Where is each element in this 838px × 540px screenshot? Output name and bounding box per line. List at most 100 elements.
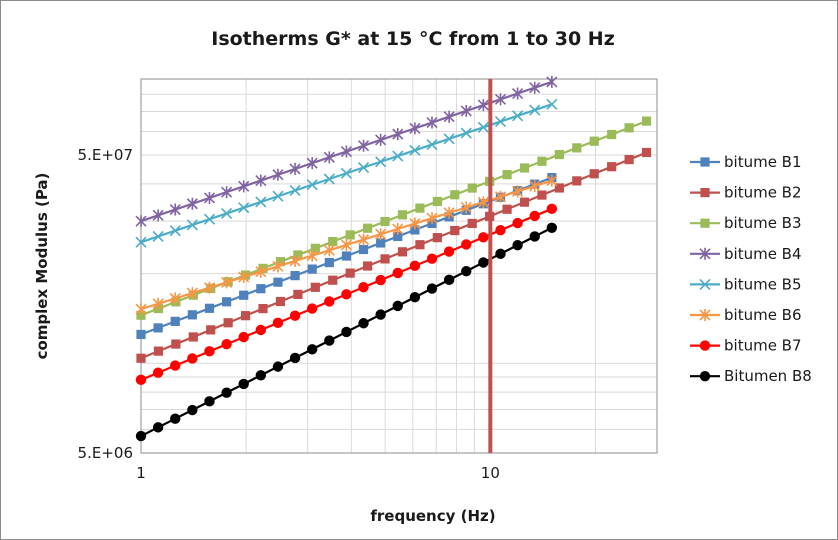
data-point bbox=[153, 323, 163, 333]
data-point bbox=[467, 218, 477, 229]
data-point bbox=[699, 340, 711, 351]
data-point bbox=[426, 116, 438, 129]
data-point bbox=[221, 207, 233, 220]
data-point bbox=[415, 203, 425, 213]
data-point bbox=[186, 197, 198, 210]
data-point bbox=[443, 110, 455, 123]
data-point bbox=[380, 254, 390, 264]
data-point bbox=[624, 123, 634, 133]
tick-labels: 1 10 5.E+06 5.E+07 bbox=[78, 146, 500, 482]
data-point bbox=[392, 267, 403, 279]
legend-item: bitume B6 bbox=[690, 306, 802, 324]
data-point bbox=[519, 197, 530, 207]
legend-label: Bitumen B8 bbox=[724, 367, 812, 385]
data-point bbox=[341, 326, 352, 338]
data-point bbox=[363, 223, 373, 233]
data-point bbox=[203, 213, 216, 225]
data-point bbox=[494, 115, 507, 128]
data-point bbox=[135, 430, 147, 442]
data-point bbox=[169, 292, 181, 305]
data-point bbox=[204, 396, 215, 407]
data-point bbox=[272, 361, 284, 372]
data-point bbox=[477, 99, 489, 112]
data-point bbox=[171, 339, 181, 349]
data-point bbox=[289, 310, 301, 321]
data-point bbox=[223, 318, 233, 328]
data-point bbox=[529, 180, 541, 193]
data-point bbox=[203, 191, 216, 204]
data-point bbox=[443, 246, 455, 257]
data-point bbox=[607, 162, 617, 172]
series-bitume-b7 bbox=[135, 203, 558, 386]
data-point bbox=[357, 161, 370, 174]
data-point bbox=[340, 238, 352, 251]
data-point bbox=[357, 233, 370, 246]
y-tick-label: 5.E+06 bbox=[78, 444, 133, 462]
data-point bbox=[255, 174, 267, 187]
data-point bbox=[170, 316, 180, 326]
data-point bbox=[392, 128, 404, 141]
data-point bbox=[240, 311, 251, 321]
data-point bbox=[512, 185, 524, 198]
data-point bbox=[700, 157, 710, 167]
data-point bbox=[136, 353, 146, 363]
data-point bbox=[529, 104, 541, 116]
data-point bbox=[275, 257, 286, 267]
data-point bbox=[467, 183, 477, 193]
data-point bbox=[153, 346, 164, 356]
data-point bbox=[502, 170, 512, 180]
data-point bbox=[380, 216, 390, 227]
data-point bbox=[255, 370, 267, 381]
data-point bbox=[136, 310, 146, 320]
data-point bbox=[306, 179, 318, 191]
data-point bbox=[426, 138, 438, 151]
data-point bbox=[375, 133, 387, 146]
data-point bbox=[375, 228, 387, 241]
data-point bbox=[204, 303, 215, 313]
data-point bbox=[443, 274, 455, 286]
data-point bbox=[187, 404, 198, 416]
data-point bbox=[273, 277, 283, 287]
data-point bbox=[450, 225, 460, 236]
data-point bbox=[460, 201, 472, 214]
data-point bbox=[375, 156, 387, 168]
data-point bbox=[152, 367, 164, 378]
data-point bbox=[238, 331, 249, 343]
data-point bbox=[512, 110, 524, 122]
data-point bbox=[461, 265, 472, 277]
series-bitume-b2 bbox=[136, 147, 652, 363]
y-tick-label: 5.E+07 bbox=[78, 146, 133, 164]
data-point bbox=[152, 230, 164, 243]
data-point bbox=[169, 203, 181, 216]
x-tick-label: 1 bbox=[136, 464, 146, 482]
data-point bbox=[512, 87, 524, 100]
data-point bbox=[152, 297, 164, 310]
data-point bbox=[341, 251, 352, 261]
data-point bbox=[187, 310, 197, 320]
data-point bbox=[589, 169, 599, 179]
legend-label: bitume B2 bbox=[724, 184, 802, 202]
data-point bbox=[221, 297, 232, 307]
data-point bbox=[238, 271, 250, 284]
data-point bbox=[306, 157, 318, 170]
data-point bbox=[477, 121, 489, 133]
data-point bbox=[495, 248, 506, 260]
data-point bbox=[340, 145, 352, 158]
data-point bbox=[502, 204, 512, 214]
data-point bbox=[494, 190, 507, 203]
data-point bbox=[324, 257, 334, 268]
data-point bbox=[169, 225, 181, 237]
data-point bbox=[340, 167, 352, 179]
data-point bbox=[529, 81, 541, 94]
data-point bbox=[256, 284, 266, 294]
data-point bbox=[375, 274, 386, 286]
data-point bbox=[238, 180, 250, 193]
data-point bbox=[324, 296, 335, 307]
data-point bbox=[358, 318, 369, 329]
plot-area bbox=[140, 78, 658, 454]
legend-label: bitume B1 bbox=[724, 153, 802, 171]
data-point bbox=[529, 210, 540, 222]
data-point bbox=[432, 233, 442, 243]
